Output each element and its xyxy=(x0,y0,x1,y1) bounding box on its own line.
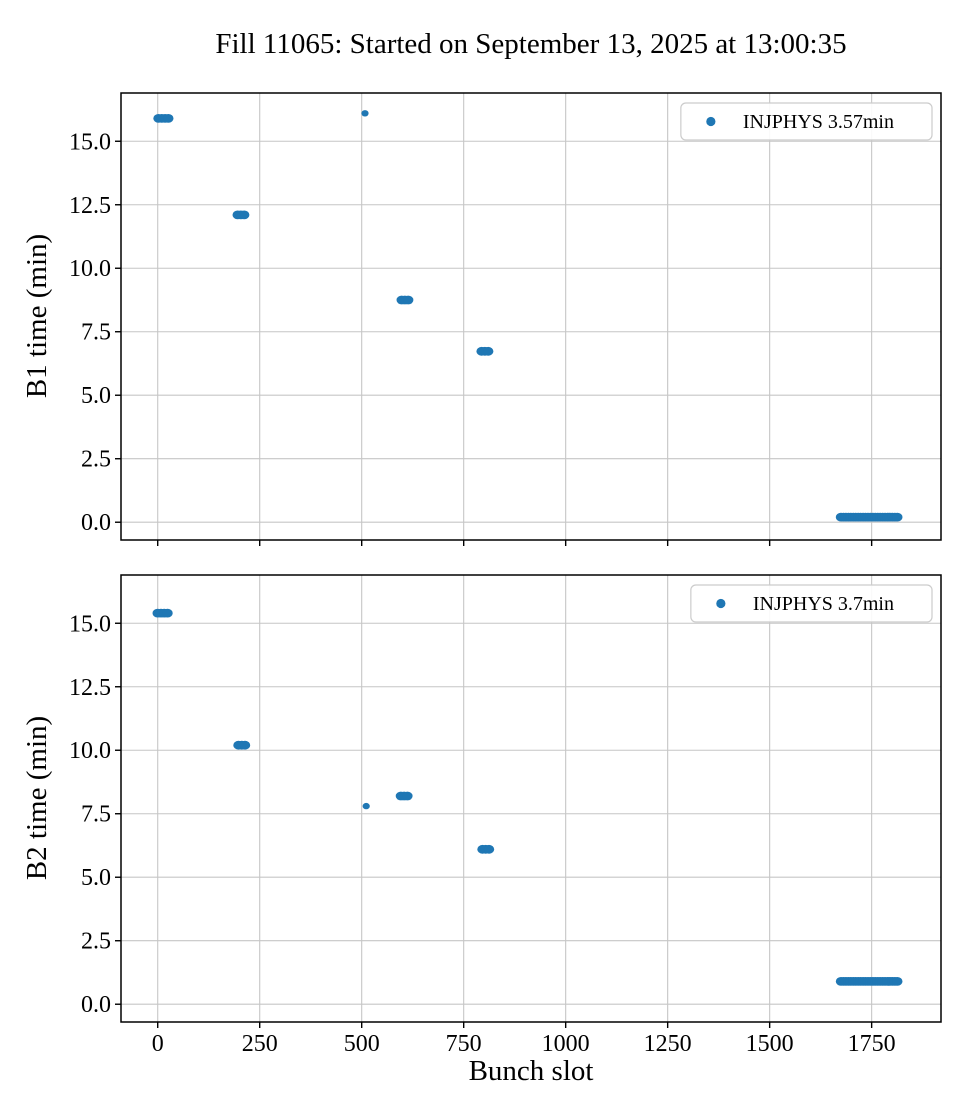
axes-spine xyxy=(120,92,942,541)
plot-area xyxy=(121,575,941,1022)
x-tick-label: 1750 xyxy=(848,1031,896,1057)
data-point xyxy=(239,740,251,750)
x-tick-label: 1250 xyxy=(644,1031,692,1057)
y-tick-label: 10.0 xyxy=(69,256,111,282)
y-tick-label: 15.0 xyxy=(69,129,111,155)
legend: INJPHYS 3.57min xyxy=(680,102,933,141)
legend-label: INJPHYS 3.57min xyxy=(743,111,894,133)
x-tick-label: 1000 xyxy=(542,1031,590,1057)
data-point xyxy=(402,791,413,801)
data-point xyxy=(163,114,174,123)
y-tick-label: 5.0 xyxy=(81,865,111,891)
data-point xyxy=(483,844,495,854)
x-tick-label: 750 xyxy=(446,1031,482,1057)
y-tick-label: 2.5 xyxy=(81,447,111,473)
legend: INJPHYS 3.7min xyxy=(690,584,933,623)
x-tick-label: 500 xyxy=(344,1031,380,1057)
subplot-b1: 0.0 2.5 5.0 7.5 10.0 12.5 15.0 INJPHYS 3.57min xyxy=(69,92,942,546)
y-tick-label: 15.0 xyxy=(69,611,111,637)
legend-marker-icon xyxy=(716,598,726,609)
data-point xyxy=(483,346,494,356)
x-tick-label: 0 xyxy=(152,1031,164,1057)
data-point xyxy=(162,608,173,618)
legend-box xyxy=(680,102,933,141)
axes-spine xyxy=(120,574,942,1023)
y-tick-label: 10.0 xyxy=(69,738,111,764)
y-tick-label: 5.0 xyxy=(81,383,111,409)
y-tick-label: 2.5 xyxy=(81,929,111,955)
y-tick-label: 12.5 xyxy=(69,675,111,701)
data-point xyxy=(892,977,903,986)
y-tick-label: 0.0 xyxy=(81,992,111,1018)
y-tick-label: 12.5 xyxy=(69,193,111,219)
legend-box xyxy=(690,584,933,623)
plot-area xyxy=(121,93,941,540)
y-tick-label: 7.5 xyxy=(81,802,111,828)
legend-label: INJPHYS 3.7min xyxy=(753,593,894,615)
data-point-small xyxy=(361,110,369,117)
figure-title: Fill 11065: Started on September 13, 202… xyxy=(215,28,846,60)
x-tick-label: 250 xyxy=(242,1031,278,1057)
x-axis-label: Bunch slot xyxy=(469,1055,594,1087)
y-axis-label-b1: B1 time (min) xyxy=(21,234,53,398)
data-point xyxy=(892,512,903,522)
data-point xyxy=(403,295,414,305)
y-tick-label: 0.0 xyxy=(81,510,111,536)
x-tick-label: 1500 xyxy=(746,1031,794,1057)
subplot-b2: 0 250 500 750 1000 1250 1500 1750 0.0 2.5 5.0 7.5 10… xyxy=(69,574,942,1057)
legend-marker-icon xyxy=(706,116,716,127)
y-axis-label-b2: B2 time (min) xyxy=(21,716,53,880)
y-tick-label: 7.5 xyxy=(81,320,111,346)
data-point-small xyxy=(362,802,370,810)
data-point xyxy=(239,210,250,220)
